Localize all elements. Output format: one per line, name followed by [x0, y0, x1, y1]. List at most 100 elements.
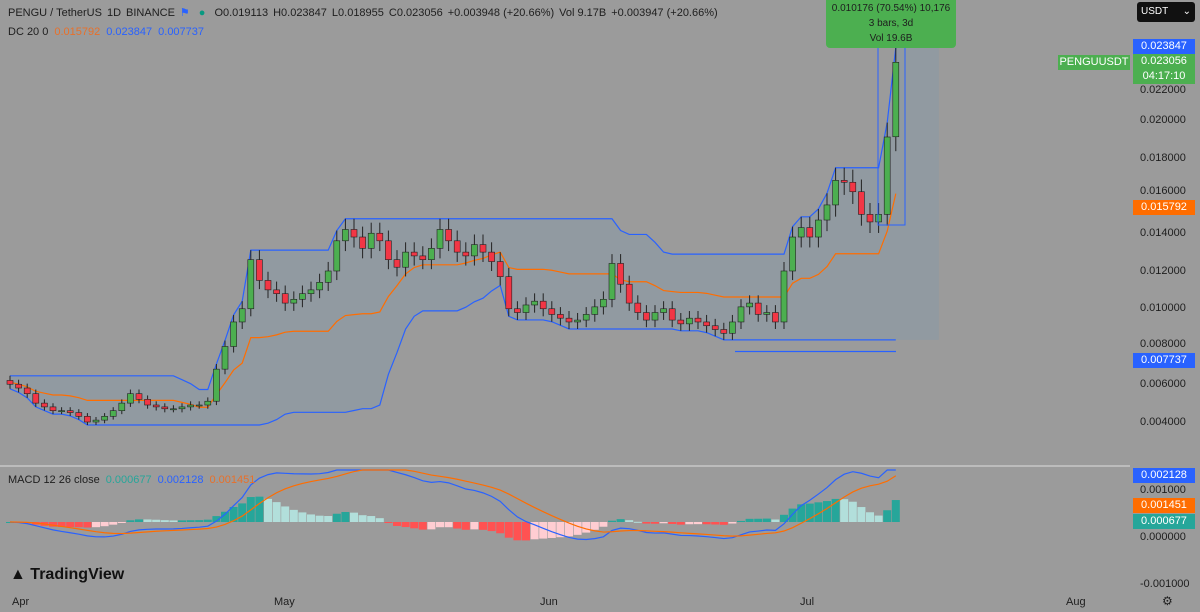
- candle-body: [754, 302, 762, 315]
- measure-tooltip: 0.010176 (70.54%) 10,176 3 bars, 3d Vol …: [826, 0, 956, 48]
- tv-logo-icon: ▲: [10, 566, 26, 583]
- candle-body: [281, 293, 289, 304]
- candle-body: [350, 229, 358, 238]
- candle-body: [118, 402, 126, 411]
- candle-body: [453, 240, 461, 253]
- macd-histogram-bar: [212, 516, 221, 522]
- candle-body: [299, 293, 306, 300]
- candle-body: [849, 181, 857, 193]
- macd-signal-line: [9, 469, 897, 537]
- macd-histogram-bar: [427, 522, 436, 530]
- candle-body: [600, 299, 607, 308]
- dc-upper: 0.023847: [106, 26, 153, 38]
- macd-histogram-bar: [358, 515, 367, 522]
- upper-price-label: 0.023847: [1133, 39, 1195, 54]
- candle-body: [342, 229, 349, 242]
- macd-histogram-bar: [169, 520, 178, 522]
- candle-body: [668, 308, 676, 321]
- macd-histogram-bar: [324, 516, 333, 522]
- macd-histogram-bar: [547, 522, 556, 538]
- macd-histogram-bar: [444, 522, 453, 528]
- price-tick: 0.012000: [1140, 265, 1186, 277]
- candle-body: [58, 410, 65, 412]
- candle-body: [772, 312, 779, 323]
- candle-body: [178, 406, 186, 410]
- macd-histogram-bar: [633, 521, 642, 523]
- macd-histogram-bar: [702, 522, 711, 525]
- candle-body: [883, 136, 891, 215]
- candle-body: [290, 299, 298, 304]
- macd-histogram-bar: [676, 522, 685, 525]
- candle-body: [720, 329, 728, 334]
- candle-body: [643, 312, 650, 321]
- candle-body: [789, 236, 796, 272]
- macd-histogram-bar: [513, 522, 522, 541]
- candle-body: [410, 251, 418, 257]
- macd-histogram-bar: [857, 507, 866, 522]
- candle-body: [247, 259, 255, 310]
- candle-body: [780, 270, 788, 323]
- candle-body: [393, 259, 401, 268]
- date-tick: May: [274, 596, 295, 608]
- tradingview-logo[interactable]: ▲ TradingView: [10, 566, 124, 584]
- macd-histogram-bar: [100, 522, 109, 527]
- candle-body: [75, 412, 83, 417]
- macd-legend[interactable]: MACD 12 26 close 0.000677 0.002128 0.001…: [8, 474, 255, 486]
- candle-body: [221, 346, 229, 370]
- last-price-label: 0.023056 04:17:10: [1133, 54, 1195, 84]
- symbol-name[interactable]: PENGU / TetherUS: [8, 6, 102, 19]
- macd-histogram-bar: [797, 504, 806, 522]
- candle-body: [256, 259, 263, 281]
- settings-icon[interactable]: ⚙: [1162, 594, 1173, 608]
- macd-histogram-bar: [332, 513, 341, 522]
- macd-histogram-bar: [848, 501, 857, 522]
- candle-body: [109, 410, 117, 417]
- candle-body: [806, 227, 814, 238]
- candle-body: [591, 306, 599, 315]
- dc-legend[interactable]: DC 20 0 0.015792 0.023847 0.007737: [8, 26, 204, 38]
- interval[interactable]: 1D: [106, 6, 122, 19]
- candle-body: [694, 317, 702, 323]
- macd-histogram-bar: [350, 512, 358, 522]
- macd-histogram-bar: [264, 498, 272, 522]
- macd-line: [9, 469, 896, 541]
- ohlc-high: H0.023847: [273, 6, 327, 19]
- candle-body: [92, 419, 100, 423]
- currency-select[interactable]: USDT ⌄: [1137, 2, 1195, 22]
- macd-histogram-bar: [754, 518, 763, 522]
- date-tick: Apr: [12, 596, 30, 608]
- macd-histogram-bar: [152, 519, 161, 522]
- candle-body: [367, 232, 375, 249]
- candle-body: [531, 300, 538, 306]
- candle-body: [729, 321, 736, 334]
- macd-histogram-bar: [384, 522, 393, 523]
- macd-histogram-bar: [728, 522, 737, 524]
- dc-lower-line: [9, 284, 896, 426]
- candle-body: [23, 387, 31, 394]
- candle-body: [213, 368, 220, 402]
- macd-histogram-bar: [109, 522, 118, 525]
- macd-histogram-bar: [582, 522, 591, 533]
- symbol-legend: PENGU / TetherUS 1D BINANCE ⚑ ● O0.01911…: [8, 6, 718, 20]
- currency-value: USDT: [1141, 6, 1169, 17]
- macd-label: MACD 12 26 close: [8, 474, 100, 486]
- candle-body: [866, 214, 874, 223]
- macd-histogram-bar: [659, 522, 668, 524]
- macd-histogram-bar: [788, 508, 797, 522]
- ohlc-close: C0.023056: [388, 6, 443, 19]
- macd-histogram-bar: [289, 509, 298, 522]
- candle-body: [402, 251, 409, 268]
- macd-signal: 0.001451: [209, 474, 256, 486]
- candle-body: [488, 251, 495, 262]
- macd-histogram-bar: [49, 522, 57, 527]
- macd-histogram-bar: [814, 502, 823, 522]
- macd-histogram-bar: [694, 522, 702, 525]
- flag-icon[interactable]: ⚑: [179, 7, 190, 19]
- dc-label: DC 20 0: [8, 26, 49, 38]
- measure-volume: Vol 19.6B: [869, 33, 913, 44]
- price-tick: 0.006000: [1140, 378, 1186, 390]
- candle-body: [539, 300, 547, 310]
- date-tick: Aug: [1066, 596, 1086, 608]
- price-tick: 0.014000: [1140, 227, 1186, 239]
